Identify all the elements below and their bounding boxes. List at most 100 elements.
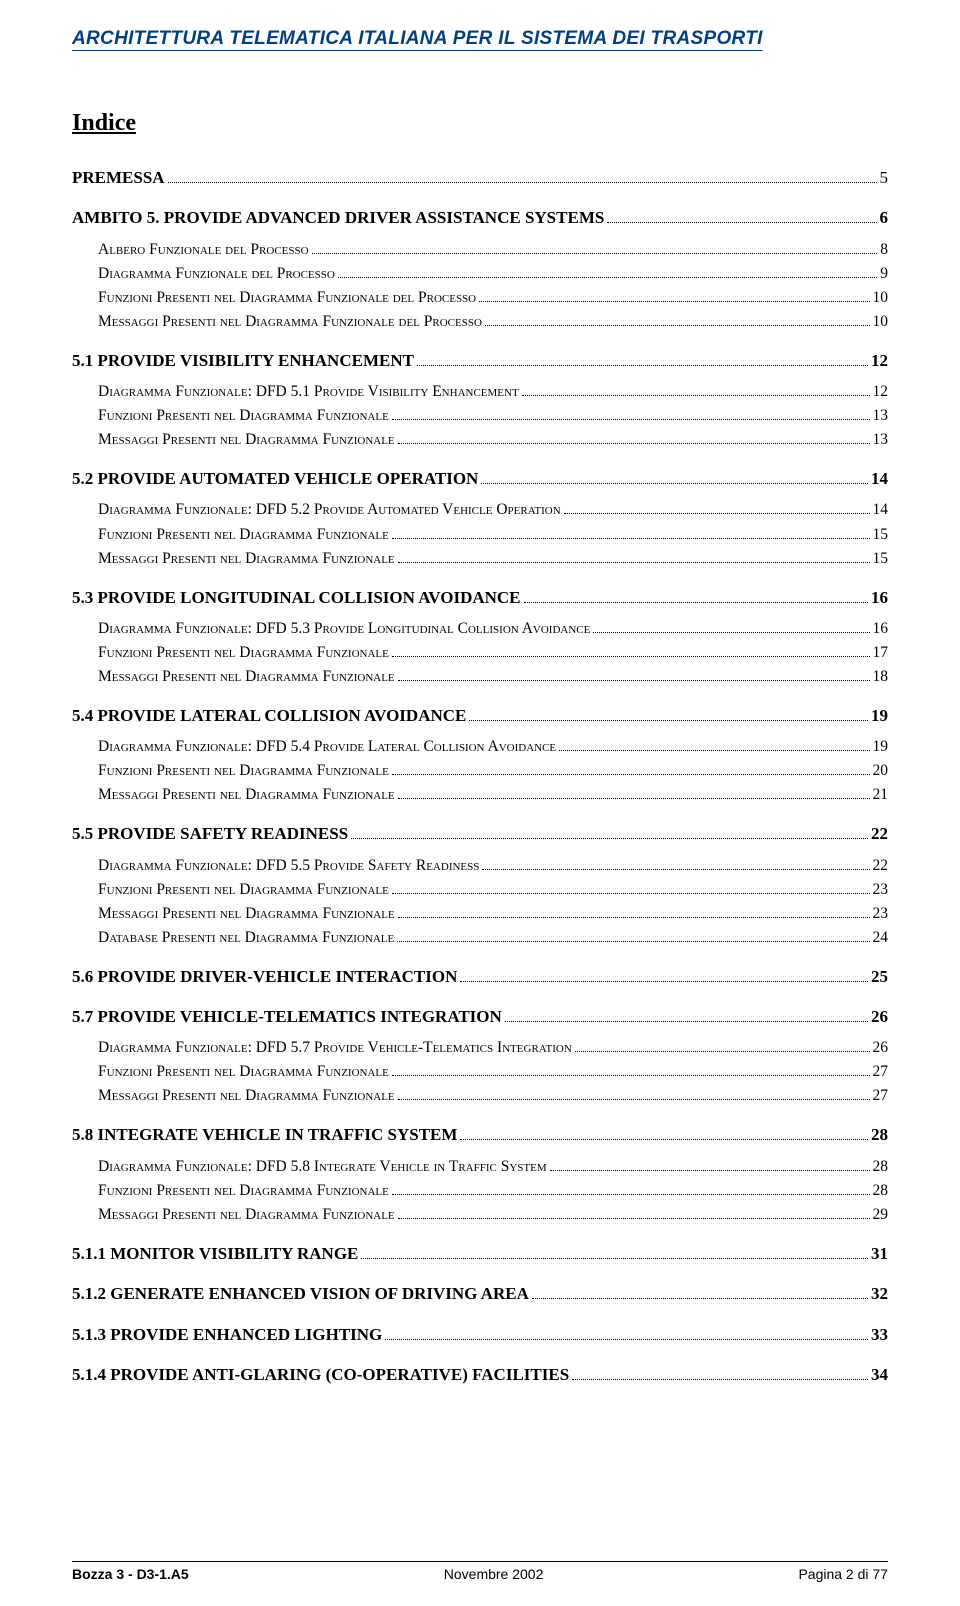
toc-entry-page: 19 xyxy=(871,703,888,729)
toc-entry-label: Diagramma Funzionale: DFD 5.3 Provide Lo… xyxy=(98,617,590,641)
toc-entry: Funzioni Presenti nel Diagramma Funziona… xyxy=(72,759,888,783)
toc-entry-label: 5.7 PROVIDE VEHICLE-TELEMATICS INTEGRATI… xyxy=(72,1004,502,1030)
toc-entry-page: 10 xyxy=(873,310,889,334)
toc-entry-page: 21 xyxy=(873,783,889,807)
toc-entry-label: 5.5 PROVIDE SAFETY READINESS xyxy=(72,821,348,847)
toc-entry-label: 5.4 PROVIDE LATERAL COLLISION AVOIDANCE xyxy=(72,703,466,729)
toc-entry: 5.7 PROVIDE VEHICLE-TELEMATICS INTEGRATI… xyxy=(72,1004,888,1030)
toc-entry-page: 13 xyxy=(873,404,889,428)
toc-entry: Funzioni Presenti nel Diagramma Funziona… xyxy=(72,286,888,310)
toc-entry: AMBITO 5. PROVIDE ADVANCED DRIVER ASSIST… xyxy=(72,205,888,231)
toc-entry-page: 22 xyxy=(871,821,888,847)
toc-leader-dots xyxy=(482,869,869,870)
toc-entry: Diagramma Funzionale: DFD 5.3 Provide Lo… xyxy=(72,617,888,641)
toc-leader-dots xyxy=(168,182,877,183)
toc-leader-dots xyxy=(505,1021,868,1022)
toc-entry-label: Funzioni Presenti nel Diagramma Funziona… xyxy=(98,523,389,547)
toc-leader-dots xyxy=(559,750,869,751)
toc-leader-dots xyxy=(397,941,869,942)
toc-entry-page: 5 xyxy=(880,165,889,191)
toc-entry-label: 5.3 PROVIDE LONGITUDINAL COLLISION AVOID… xyxy=(72,585,521,611)
toc-entry-label: Funzioni Presenti nel Diagramma Funziona… xyxy=(98,641,389,665)
toc-entry: Diagramma Funzionale: DFD 5.5 Provide Sa… xyxy=(72,854,888,878)
toc-entry-page: 28 xyxy=(873,1155,889,1179)
toc-entry: Database Presenti nel Diagramma Funziona… xyxy=(72,926,888,950)
toc-entry-label: Albero Funzionale del Processo xyxy=(98,238,309,262)
toc-entry-page: 6 xyxy=(880,205,889,231)
toc-entry-page: 16 xyxy=(871,585,888,611)
toc-leader-dots xyxy=(522,395,870,396)
toc-entry-page: 34 xyxy=(871,1362,888,1388)
toc-entry-page: 14 xyxy=(873,498,889,522)
toc-leader-dots xyxy=(392,1075,870,1076)
toc-entry-page: 25 xyxy=(871,964,888,990)
toc-entry-page: 24 xyxy=(873,926,889,950)
toc-entry: Funzioni Presenti nel Diagramma Funziona… xyxy=(72,404,888,428)
toc-entry: 5.5 PROVIDE SAFETY READINESS 22 xyxy=(72,821,888,847)
toc-entry-label: Messaggi Presenti nel Diagramma Funziona… xyxy=(98,783,395,807)
toc-entry-label: Messaggi Presenti nel Diagramma Funziona… xyxy=(98,665,395,689)
toc-leader-dots xyxy=(338,277,877,278)
footer-right: Pagina 2 di 77 xyxy=(798,1566,888,1582)
toc-entry: Funzioni Presenti nel Diagramma Funziona… xyxy=(72,523,888,547)
toc-leader-dots xyxy=(361,1258,868,1259)
toc-entry-label: 5.1.3 PROVIDE ENHANCED LIGHTING xyxy=(72,1322,382,1348)
toc-entry-label: Diagramma Funzionale: DFD 5.7 Provide Ve… xyxy=(98,1036,572,1060)
toc-leader-dots xyxy=(351,838,868,839)
toc-entry-label: Diagramma Funzionale: DFD 5.2 Provide Au… xyxy=(98,498,561,522)
toc-entry-page: 29 xyxy=(873,1203,889,1227)
toc-entry-label: Messaggi Presenti nel Diagramma Funziona… xyxy=(98,547,395,571)
toc-entry-page: 27 xyxy=(873,1084,889,1108)
toc-entry-label: PREMESSA xyxy=(72,165,165,191)
toc-entry-page: 20 xyxy=(873,759,889,783)
toc-leader-dots xyxy=(392,538,870,539)
document-header-title: ARCHITETTURA TELEMATICA ITALIANA PER IL … xyxy=(72,28,888,50)
toc-leader-dots xyxy=(312,253,878,254)
toc-entry: 5.1.2 GENERATE ENHANCED VISION OF DRIVIN… xyxy=(72,1281,888,1307)
toc-entry-page: 18 xyxy=(873,665,889,689)
toc-entry-label: Messaggi Presenti nel Diagramma Funziona… xyxy=(98,428,395,452)
toc-entry: 5.2 PROVIDE AUTOMATED VEHICLE OPERATION … xyxy=(72,466,888,492)
toc-leader-dots xyxy=(385,1339,868,1340)
toc-entry: 5.1.1 MONITOR VISIBILITY RANGE 31 xyxy=(72,1241,888,1267)
toc-entry-label: 5.1.1 MONITOR VISIBILITY RANGE xyxy=(72,1241,358,1267)
toc-leader-dots xyxy=(572,1379,868,1380)
toc-entry-page: 14 xyxy=(871,466,888,492)
toc-entry: 5.1.4 PROVIDE ANTI-GLARING (CO-OPERATIVE… xyxy=(72,1362,888,1388)
toc-entry: Diagramma Funzionale: DFD 5.4 Provide La… xyxy=(72,735,888,759)
toc-entry: Messaggi Presenti nel Diagramma Funziona… xyxy=(72,310,888,334)
toc-entry-label: 5.1.4 PROVIDE ANTI-GLARING (CO-OPERATIVE… xyxy=(72,1362,569,1388)
toc-entry-label: Funzioni Presenti nel Diagramma Funziona… xyxy=(98,1060,389,1084)
toc-entry-label: Diagramma Funzionale: DFD 5.4 Provide La… xyxy=(98,735,556,759)
page-footer: Bozza 3 - D3-1.A5 Novembre 2002 Pagina 2… xyxy=(72,1561,888,1582)
toc-entry-page: 23 xyxy=(873,878,889,902)
toc-entry-page: 28 xyxy=(873,1179,889,1203)
toc-leader-dots xyxy=(460,981,868,982)
toc-leader-dots xyxy=(417,365,868,366)
toc-entry-page: 15 xyxy=(873,523,889,547)
toc-entry-label: Funzioni Presenti nel Diagramma Funziona… xyxy=(98,878,389,902)
toc-entry: Diagramma Funzionale: DFD 5.7 Provide Ve… xyxy=(72,1036,888,1060)
toc-entry-label: AMBITO 5. PROVIDE ADVANCED DRIVER ASSIST… xyxy=(72,205,604,231)
toc-entry-page: 9 xyxy=(880,262,888,286)
toc-leader-dots xyxy=(593,632,869,633)
toc-leader-dots xyxy=(398,562,870,563)
toc-entry: Albero Funzionale del Processo 8 xyxy=(72,238,888,262)
toc-leader-dots xyxy=(481,483,868,484)
toc-leader-dots xyxy=(485,325,870,326)
toc-entry: Messaggi Presenti nel Diagramma Funziona… xyxy=(72,547,888,571)
toc-entry-page: 26 xyxy=(873,1036,889,1060)
toc-leader-dots xyxy=(460,1139,868,1140)
toc-entry-label: Messaggi Presenti nel Diagramma Funziona… xyxy=(98,902,395,926)
toc-entry-page: 13 xyxy=(873,428,889,452)
toc-entry: Messaggi Presenti nel Diagramma Funziona… xyxy=(72,428,888,452)
toc-entry: 5.6 PROVIDE DRIVER-VEHICLE INTERACTION 2… xyxy=(72,964,888,990)
toc-entry-label: Diagramma Funzionale: DFD 5.5 Provide Sa… xyxy=(98,854,479,878)
toc-entry-label: Funzioni Presenti nel Diagramma Funziona… xyxy=(98,286,476,310)
footer-left: Bozza 3 - D3-1.A5 xyxy=(72,1566,189,1582)
toc-entry: Messaggi Presenti nel Diagramma Funziona… xyxy=(72,665,888,689)
toc-leader-dots xyxy=(469,720,868,721)
toc-entry-page: 12 xyxy=(873,380,889,404)
toc-leader-dots xyxy=(392,419,870,420)
toc-entry-page: 15 xyxy=(873,547,889,571)
